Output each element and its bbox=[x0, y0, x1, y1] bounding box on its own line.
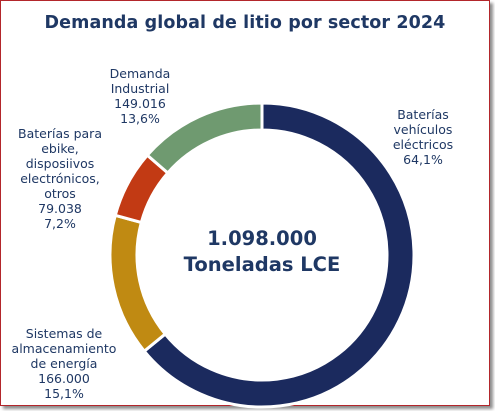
label-line: Baterías para bbox=[18, 126, 102, 141]
label-baterias-vehiculos: Baterías vehículos eléctricos 64,1% bbox=[378, 107, 468, 167]
slice-demanda-industrial bbox=[145, 101, 264, 176]
label-value: 166.000 bbox=[38, 371, 90, 386]
label-percent: 15,1% bbox=[44, 386, 84, 401]
label-percent: 13,6% bbox=[120, 111, 160, 126]
label-percent: 64,1% bbox=[403, 152, 443, 167]
label-percent: 7,2% bbox=[44, 216, 76, 231]
label-line: Industrial bbox=[110, 81, 170, 96]
center-total: 1.098.000 bbox=[207, 227, 317, 250]
center-label: 1.098.000 Toneladas LCE bbox=[162, 226, 362, 278]
label-line: electrónicos, bbox=[20, 171, 100, 186]
label-sistemas-almacenamiento: Sistemas de almacenamiento de energía 16… bbox=[8, 326, 120, 401]
label-line: otros bbox=[44, 186, 76, 201]
label-line: disposiivos bbox=[25, 156, 95, 171]
chart-frame bbox=[0, 0, 490, 406]
label-line: almacenamiento bbox=[11, 341, 117, 356]
slice-baterias-vehiculos bbox=[142, 101, 416, 409]
label-line: eléctricos bbox=[392, 137, 454, 152]
center-unit: Toneladas LCE bbox=[183, 253, 341, 276]
label-demanda-industrial: Demanda Industrial 149.016 13,6% bbox=[100, 66, 180, 126]
label-value: 149.016 bbox=[114, 96, 166, 111]
label-line: Demanda bbox=[109, 66, 171, 81]
label-line: de energía bbox=[30, 356, 98, 371]
label-line: Baterías bbox=[397, 107, 449, 122]
label-line: vehículos bbox=[393, 122, 453, 137]
chart-title: Demanda global de litio por sector 2024 bbox=[44, 13, 446, 33]
label-baterias-ebike: Baterías para ebike, disposiivos electró… bbox=[10, 126, 110, 231]
label-value: 79.038 bbox=[38, 201, 82, 216]
label-line: Sistemas de bbox=[25, 326, 103, 341]
label-line: ebike, bbox=[41, 141, 79, 156]
